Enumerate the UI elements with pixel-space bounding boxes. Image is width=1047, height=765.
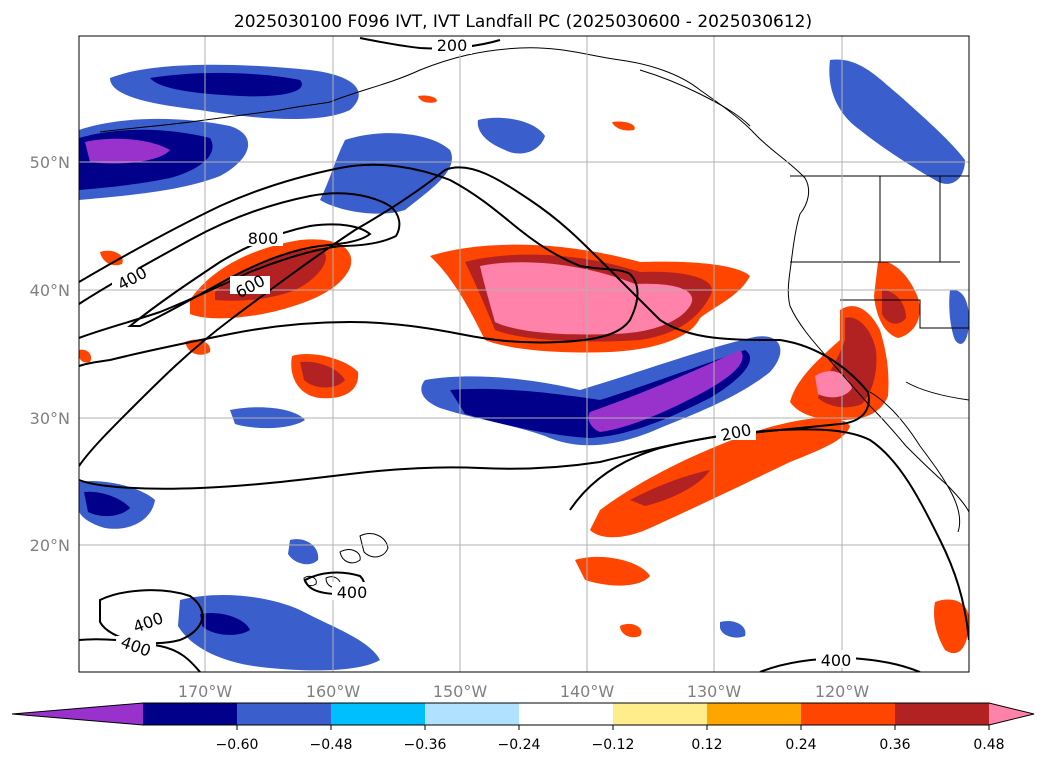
pos-area-gulf-small [418,95,437,103]
colorbar-tick-label: 0.12 [691,737,722,753]
lat-label-50n: 50°N [30,153,70,172]
ivt-contour-800 [127,223,372,327]
colorbar-segment [801,703,896,725]
lon-label-160w: 160°W [306,682,361,701]
lat-label-30n: 30°N [30,409,70,428]
ivt-contour-200-north [359,37,501,50]
colorbar-segments [12,703,1034,725]
map-frame [78,35,970,673]
colorbar-ticks: −0.60 −0.48 −0.36 −0.24 −0.12 0.12 0.24 0.36 0.4… [216,725,1005,753]
contour-label-400-hawaii: 400 [337,583,368,602]
pos-area-intermountain-core [882,290,906,324]
pos-area-north-coast-small [612,121,635,131]
colorbar-segment [237,703,332,725]
contour-label-800: 800 [248,229,279,248]
colorbar-tick-label: 0.24 [785,737,816,753]
ivt-contour-400-south-edge [79,638,201,672]
colorbar-tick-label: 0.36 [879,737,910,753]
colorbar-segment [331,703,426,725]
lon-label-150w: 150°W [433,682,488,701]
ivt-contour-200 [79,166,870,490]
pos-area-california-coast-core [815,371,852,398]
map-title: 2025030100 F096 IVT, IVT Landfall PC (20… [234,12,812,32]
lon-label-140w: 140°W [560,682,615,701]
colorbar-tick-label: −0.36 [404,737,447,753]
colorbar-tick-label: −0.12 [592,737,635,753]
neg-area-alaska-coast [829,59,965,184]
neg-area-south-southwest-core [200,612,250,635]
colorbar-tick-label: −0.48 [310,737,353,753]
colorbar-segment [519,703,614,725]
lon-label-130w: 130°W [687,682,742,701]
pos-area-central-ar-core [480,262,693,335]
pos-area-southwest-plume [590,417,850,538]
pos-area-tropical-east [575,556,650,586]
ivt-contour-400-outer [79,163,639,367]
hawaii-maui [339,549,361,564]
neg-area-bering-west-core [85,138,170,164]
lat-label-40n: 40°N [30,281,70,300]
colorbar-segment [613,703,708,725]
colorbar: −0.60 −0.48 −0.36 −0.24 −0.12 0.12 0.24 0.36 0.4… [11,702,1035,753]
aleutian-islands [99,101,331,133]
pos-area-west-cell [100,250,123,266]
colorbar-tick-label: −0.24 [498,737,541,753]
baja-california [869,391,961,533]
lon-label-170w: 170°W [178,682,233,701]
gridlines [79,36,969,672]
neg-area-west-tropics-core [84,491,130,517]
ivt-contour-400-south [569,428,969,641]
map-area: 200 800 400 600 200 400 400 400 400 [79,36,969,672]
longitude-labels: 170°W 160°W 150°W 140°W 130°W 120°W [178,682,870,701]
alaska-coast [329,47,969,513]
hawaii-big-island [359,533,389,558]
neg-area-south-southwest [178,595,380,671]
positive-pc-areas [79,95,969,654]
pos-area-far-west-small [79,349,92,363]
pos-area-hawaii-north-core [300,361,345,388]
neg-area-california-offshore [949,289,969,344]
coastlines [99,47,969,589]
colorbar-segment [707,703,802,725]
neg-area-small-north [477,117,545,154]
us-state-line-2 [840,299,969,329]
lat-label-20n: 20°N [30,536,70,555]
mexico-coast [905,381,969,401]
alaska-panhandle-islands [639,69,751,127]
colorbar-outline [11,702,1035,726]
colorbar-segment [143,703,238,725]
neg-area-subtropical-band-mid [450,350,751,438]
pos-area-far-southeast [934,599,969,654]
colorbar-extend-min [12,703,143,725]
latitude-labels: 50°N 40°N 30°N 20°N [30,153,70,555]
contour-label-200-north: 200 [437,36,468,55]
neg-area-gulf-of-alaska-west-core [150,72,302,97]
pos-area-south-small [620,623,642,638]
colorbar-tick-label: 0.48 [973,737,1004,753]
colorbar-segment [425,703,520,725]
colorbar-segment [895,703,990,725]
colorbar-extend-max [989,703,1034,725]
neg-area-subtropical-band-core [588,350,743,432]
contour-label-400-se: 400 [821,651,852,670]
contour-labels: 200 800 400 600 200 400 400 400 400 [112,36,856,670]
neg-area-south-central [720,620,746,638]
pos-area-southwest-plume-core [630,470,710,506]
lon-label-120w: 120°W [815,682,870,701]
colorbar-tick-label: −0.60 [216,737,259,753]
